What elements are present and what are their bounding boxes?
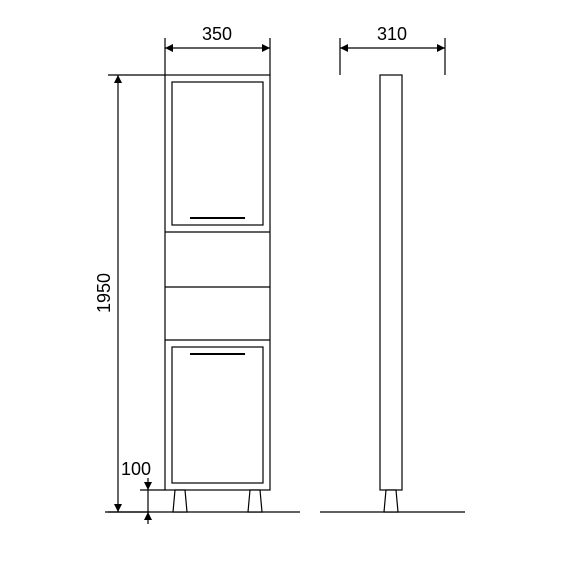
dim-height-total: 1950 [94,75,165,512]
front-door-bottom [172,347,263,483]
front-door-top [172,82,263,225]
side-view [380,75,402,512]
cabinet-technical-drawing: 350 310 1950 100 [0,0,570,570]
front-leg-left [173,490,187,512]
dim-height-total-label: 1950 [94,273,114,313]
dim-width-side: 310 [340,24,445,75]
front-view [165,75,270,512]
side-leg [384,490,398,512]
front-leg-right [248,490,262,512]
dim-width-front: 350 [165,24,270,75]
dim-height-leg-label: 100 [121,459,151,479]
dim-width-front-label: 350 [202,24,232,44]
side-outer [380,75,402,490]
front-legs [173,490,262,512]
dim-width-side-label: 310 [377,24,407,44]
dim-height-leg: 100 [121,459,165,524]
